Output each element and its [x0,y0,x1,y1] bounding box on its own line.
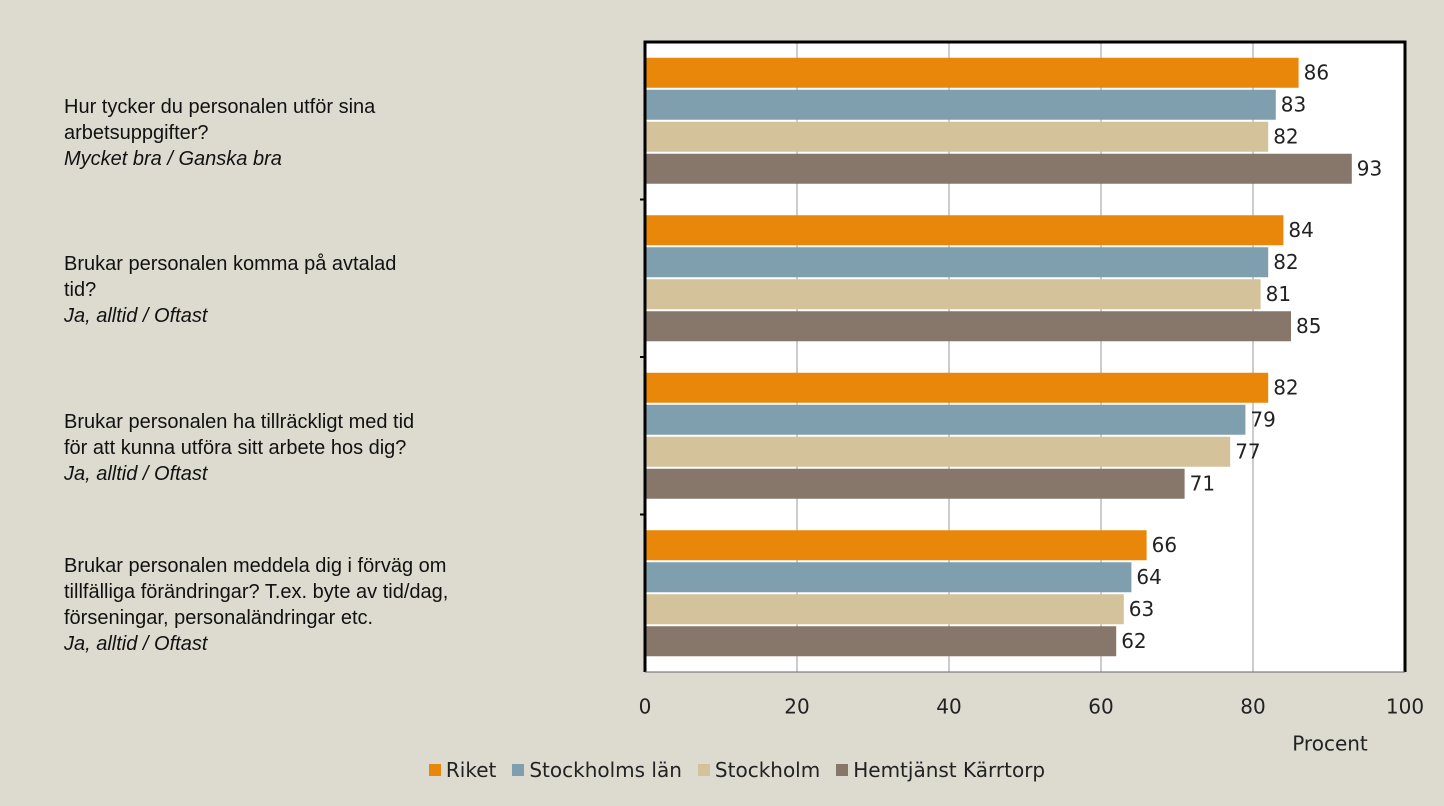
bar [645,153,1352,184]
legend-swatch [697,764,710,776]
bar [645,311,1291,342]
category-label: Brukar personalen ha tillräckligt med ti… [64,409,624,487]
legend-item: Riket [428,758,497,782]
question: Brukar personalen ha tillräckligt med ti… [64,410,415,459]
x-tick-label: 40 [936,695,961,719]
bar [645,215,1284,246]
legend-swatch [836,764,849,776]
x-axis-label: Procent [1292,732,1368,756]
bar [645,372,1269,403]
x-tick-label: 60 [1088,695,1113,719]
bar [645,121,1269,152]
legend-item: Stockholm [697,758,821,782]
legend-swatch [428,764,441,776]
answer: Ja, alltid / Oftast [64,633,208,656]
bar [645,57,1299,88]
value-label: 85 [1296,314,1321,338]
legend-item: Hemtjänst Kärrtorp [836,758,1045,782]
value-label: 64 [1136,565,1161,589]
legend-label: Hemtjänst Kärrtorp [853,758,1046,782]
bar [645,436,1231,467]
category-label: Brukar personalen meddela dig i förväg o… [64,553,624,657]
x-tick-label: 100 [1386,695,1424,719]
value-label: 93 [1357,156,1382,180]
bar [645,626,1117,657]
answer: Mycket bra / Ganska bra [64,147,282,170]
bar [645,279,1261,310]
legend-label: Riket [445,758,497,782]
bar [645,404,1246,435]
x-tick-label: 80 [1240,695,1265,719]
value-label: 86 [1304,60,1329,84]
bar [645,594,1124,625]
category-label: Hur tycker du personalen utför sina arbe… [64,94,624,172]
bar [645,468,1185,499]
value-label: 82 [1273,375,1298,399]
legend-label: Stockholms län [529,758,682,782]
value-label: 83 [1281,92,1306,116]
x-tick-label: 20 [784,695,809,719]
value-label: 77 [1235,439,1260,463]
legend: Riket Stockholms län Stockholm Hemtjänst Kä… [0,758,1444,782]
legend-item: Stockholms län [512,758,682,782]
value-label: 82 [1273,250,1298,274]
category-label: Brukar personalen komma på avtalad tid? J… [64,251,624,329]
x-tick-label: 0 [639,695,652,719]
value-label: 81 [1266,282,1291,306]
bar [645,247,1269,278]
legend-swatch [512,764,525,776]
answer: Ja, alltid / Oftast [64,462,208,485]
question: Hur tycker du personalen utför sina arbe… [64,95,376,144]
question: Brukar personalen meddela dig i förväg o… [64,555,449,630]
question: Brukar personalen komma på avtalad tid? [64,253,397,302]
plot-frame [643,40,1407,672]
value-label: 79 [1250,407,1275,431]
value-label: 63 [1129,597,1154,621]
value-label: 62 [1121,629,1146,653]
value-label: 71 [1190,471,1215,495]
answer: Ja, alltid / Oftast [64,305,208,328]
legend-label: Stockholm [714,758,821,782]
value-label: 84 [1288,218,1313,242]
bar [645,530,1147,561]
bar [645,562,1132,593]
value-label: 66 [1152,533,1177,557]
value-label: 82 [1273,124,1298,148]
bar [645,89,1276,120]
